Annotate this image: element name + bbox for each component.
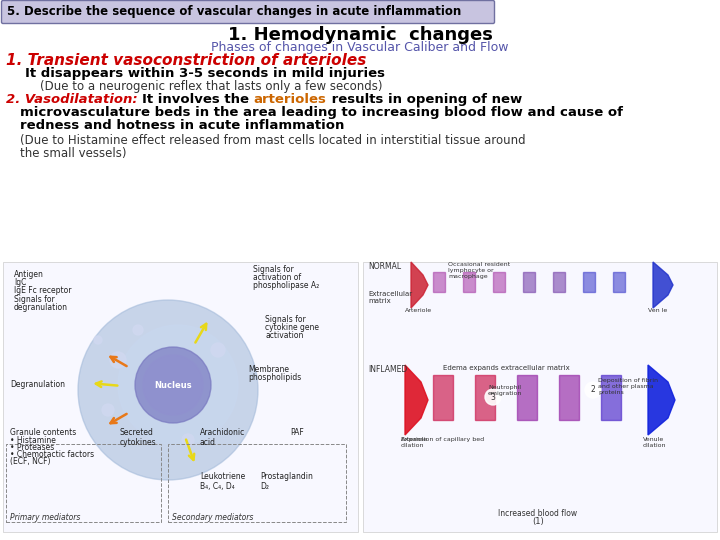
- Text: It involves the: It involves the: [143, 93, 254, 106]
- Polygon shape: [411, 262, 428, 308]
- Text: Signals for: Signals for: [253, 265, 294, 274]
- Text: Prostaglandin
D₂: Prostaglandin D₂: [260, 472, 313, 491]
- Polygon shape: [475, 375, 495, 420]
- Text: Secondary mediators: Secondary mediators: [172, 513, 253, 522]
- Circle shape: [118, 325, 238, 445]
- Text: Arteriole
dilation: Arteriole dilation: [401, 437, 428, 448]
- Polygon shape: [433, 375, 453, 420]
- Polygon shape: [463, 272, 475, 292]
- Polygon shape: [553, 272, 565, 292]
- Text: Leukotriene
B₄, C₄, D₄: Leukotriene B₄, C₄, D₄: [200, 472, 246, 491]
- Text: Primary mediators: Primary mediators: [10, 513, 81, 522]
- Text: 1. Transient vasoconstriction of arterioles: 1. Transient vasoconstriction of arterio…: [6, 53, 366, 68]
- Polygon shape: [517, 375, 537, 420]
- Text: phospholipids: phospholipids: [248, 373, 301, 382]
- Text: Arteriole: Arteriole: [405, 308, 432, 313]
- Circle shape: [102, 404, 114, 416]
- Text: cytokine gene: cytokine gene: [265, 323, 319, 332]
- Text: Membrane: Membrane: [248, 365, 289, 374]
- Text: Phases of changes in Vascular Caliber and Flow: Phases of changes in Vascular Caliber an…: [211, 41, 509, 54]
- Polygon shape: [405, 365, 428, 435]
- Text: Signals for: Signals for: [14, 295, 55, 304]
- Text: • Chemotactic factors: • Chemotactic factors: [10, 450, 94, 459]
- Text: 2. Vasodilatation:: 2. Vasodilatation:: [6, 93, 143, 106]
- Polygon shape: [559, 375, 579, 420]
- Text: Increased blood flow: Increased blood flow: [498, 509, 577, 518]
- Circle shape: [143, 355, 203, 415]
- Text: Nucleus: Nucleus: [154, 381, 192, 389]
- Text: redness and hotness in acute inflammation: redness and hotness in acute inflammatio…: [20, 119, 344, 132]
- Text: 3: 3: [490, 393, 495, 402]
- Circle shape: [94, 336, 102, 344]
- Text: Ven le: Ven le: [648, 308, 667, 313]
- Text: 2: 2: [590, 386, 595, 395]
- Text: (1): (1): [532, 517, 544, 526]
- Text: IgC: IgC: [14, 278, 27, 287]
- Text: (Due to a neurogenic reflex that lasts only a few seconds): (Due to a neurogenic reflex that lasts o…: [40, 80, 382, 93]
- Text: Antigen: Antigen: [14, 270, 44, 279]
- Text: arterioles: arterioles: [254, 93, 327, 106]
- Text: activation of: activation of: [253, 273, 301, 282]
- Text: Granule contents: Granule contents: [10, 428, 76, 437]
- Polygon shape: [653, 262, 673, 308]
- Polygon shape: [648, 365, 675, 435]
- Text: PAF: PAF: [290, 428, 304, 437]
- Text: Edema expands extracellular matrix: Edema expands extracellular matrix: [443, 365, 570, 371]
- Text: Venule
dilation: Venule dilation: [643, 437, 667, 448]
- Text: results in opening of new: results in opening of new: [327, 93, 522, 106]
- Text: It disappears within 3-5 seconds in mild injuries: It disappears within 3-5 seconds in mild…: [25, 67, 385, 80]
- Text: • Histamine: • Histamine: [10, 436, 56, 445]
- Circle shape: [211, 343, 225, 357]
- Text: degranulation: degranulation: [14, 303, 68, 312]
- Text: • Proteases: • Proteases: [10, 443, 54, 452]
- Circle shape: [133, 325, 143, 335]
- FancyBboxPatch shape: [1, 1, 495, 24]
- Circle shape: [135, 347, 211, 423]
- Text: NORMAL: NORMAL: [368, 262, 401, 271]
- Text: phospholipase A₂: phospholipase A₂: [253, 281, 319, 290]
- Polygon shape: [433, 272, 445, 292]
- Text: (Due to Histamine effect released from mast cells located in interstitial tissue: (Due to Histamine effect released from m…: [20, 134, 526, 147]
- Text: Arachidonic
acid: Arachidonic acid: [200, 428, 246, 448]
- FancyBboxPatch shape: [363, 262, 717, 532]
- Circle shape: [485, 389, 501, 405]
- Circle shape: [78, 300, 258, 480]
- Text: Expansion of capillary bed: Expansion of capillary bed: [402, 437, 485, 442]
- Text: Occasional resident
lymphocyte or
macrophage: Occasional resident lymphocyte or macrop…: [448, 262, 510, 279]
- Text: 1. Hemodynamic  changes: 1. Hemodynamic changes: [228, 26, 492, 44]
- Polygon shape: [493, 272, 505, 292]
- Polygon shape: [613, 272, 625, 292]
- Text: the small vessels): the small vessels): [20, 147, 127, 160]
- Circle shape: [110, 352, 126, 368]
- Text: (ECF, NCF): (ECF, NCF): [10, 457, 50, 466]
- Text: activation: activation: [265, 331, 303, 340]
- FancyBboxPatch shape: [3, 262, 358, 532]
- Circle shape: [585, 382, 601, 398]
- Text: Deposition of fibrin
and other plasma
proteins: Deposition of fibrin and other plasma pr…: [598, 378, 658, 395]
- Text: Extracellular
matrix: Extracellular matrix: [368, 291, 412, 304]
- Text: Secreted
cytokines: Secreted cytokines: [120, 428, 157, 448]
- Polygon shape: [583, 272, 595, 292]
- Circle shape: [182, 434, 194, 446]
- Text: Signals for: Signals for: [265, 315, 306, 324]
- Polygon shape: [601, 375, 621, 420]
- Text: Degranulation: Degranulation: [10, 380, 65, 389]
- Text: microvasculature beds in the area leading to increasing blood flow and cause of: microvasculature beds in the area leadin…: [20, 106, 623, 119]
- Text: 5. Describe the sequence of vascular changes in acute inflammation: 5. Describe the sequence of vascular cha…: [7, 5, 462, 18]
- Text: INFLAMED: INFLAMED: [368, 365, 408, 374]
- Text: Neutrophil
emigration: Neutrophil emigration: [488, 385, 523, 396]
- Polygon shape: [523, 272, 535, 292]
- Text: IgE Fc receptor: IgE Fc receptor: [14, 286, 71, 295]
